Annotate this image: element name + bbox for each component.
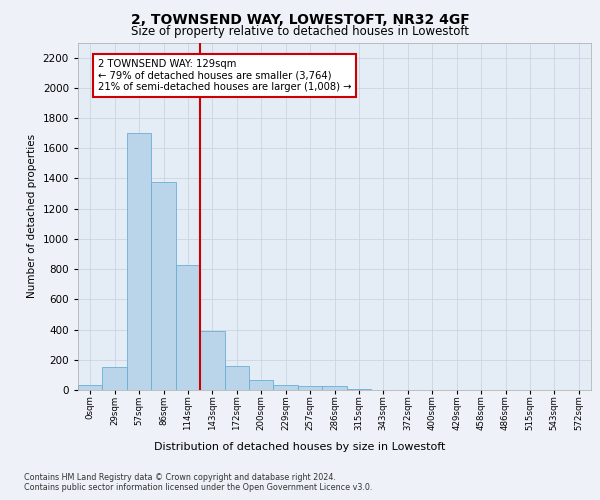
Bar — [298, 386, 322, 390]
Text: Contains HM Land Registry data © Crown copyright and database right 2024.: Contains HM Land Registry data © Crown c… — [24, 472, 336, 482]
Bar — [151, 182, 176, 390]
Y-axis label: Number of detached properties: Number of detached properties — [27, 134, 37, 298]
Bar — [127, 133, 151, 390]
Bar — [347, 389, 371, 390]
Bar — [176, 264, 200, 390]
Text: Distribution of detached houses by size in Lowestoft: Distribution of detached houses by size … — [154, 442, 446, 452]
Bar — [200, 331, 224, 390]
Text: 2 TOWNSEND WAY: 129sqm
← 79% of detached houses are smaller (3,764)
21% of semi-: 2 TOWNSEND WAY: 129sqm ← 79% of detached… — [98, 59, 351, 92]
Text: Contains public sector information licensed under the Open Government Licence v3: Contains public sector information licen… — [24, 484, 373, 492]
Bar — [78, 386, 103, 390]
Bar — [249, 380, 274, 390]
Bar — [224, 366, 249, 390]
Bar — [103, 368, 127, 390]
Bar — [274, 386, 298, 390]
Bar — [322, 386, 347, 390]
Text: Size of property relative to detached houses in Lowestoft: Size of property relative to detached ho… — [131, 25, 469, 38]
Text: 2, TOWNSEND WAY, LOWESTOFT, NR32 4GF: 2, TOWNSEND WAY, LOWESTOFT, NR32 4GF — [131, 12, 469, 26]
